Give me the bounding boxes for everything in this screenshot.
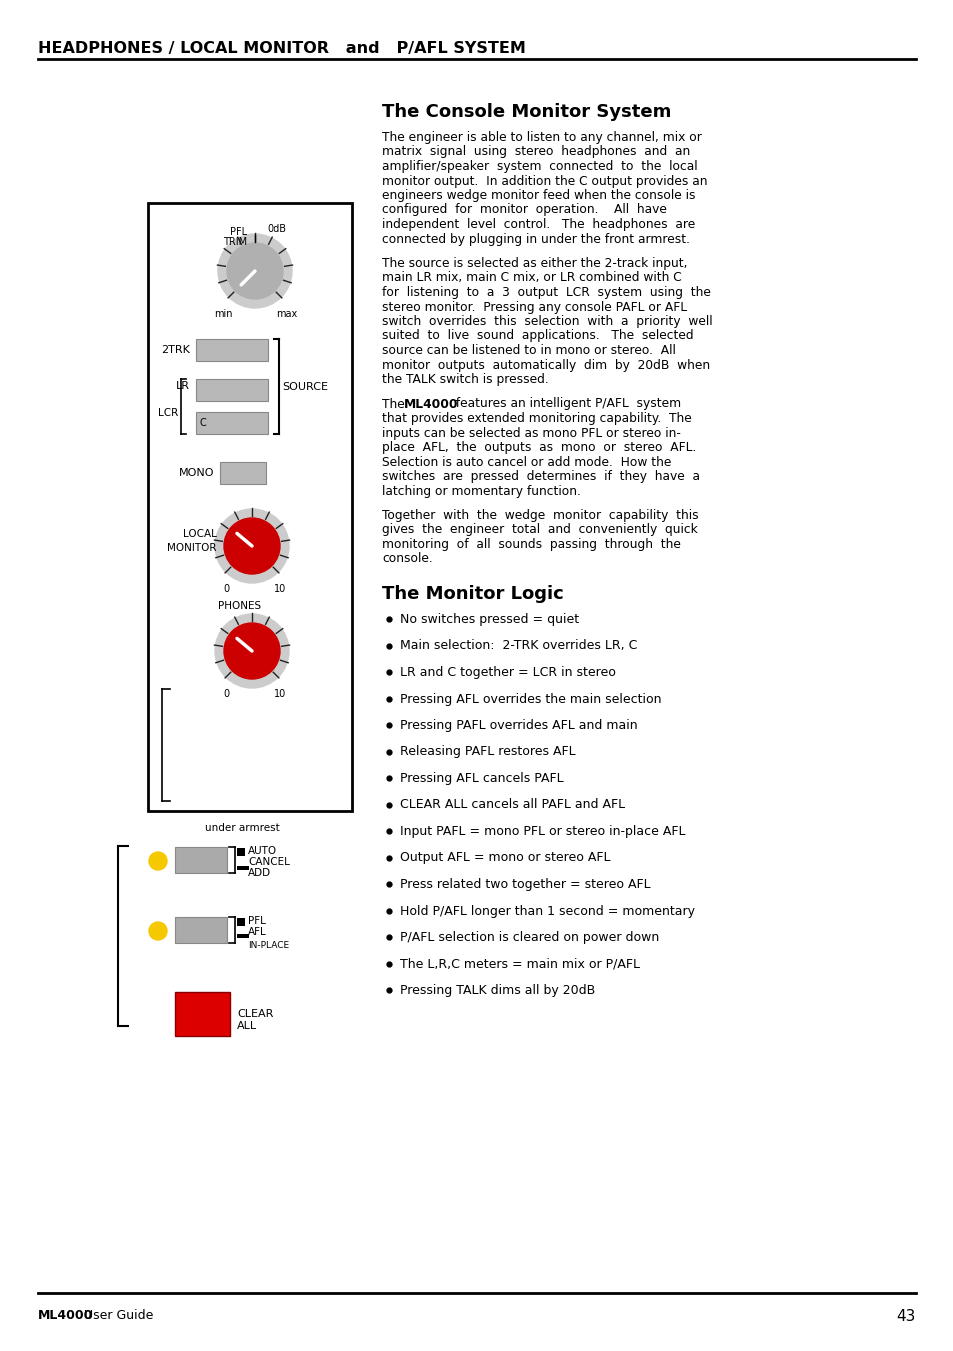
Text: monitoring  of  all  sounds  passing  through  the: monitoring of all sounds passing through…	[381, 538, 680, 551]
Text: console.: console.	[381, 553, 433, 566]
Text: The: The	[381, 397, 412, 411]
Text: Input PAFL = mono PFL or stereo in-place AFL: Input PAFL = mono PFL or stereo in-place…	[399, 825, 685, 838]
Text: latching or momentary function.: latching or momentary function.	[381, 485, 580, 497]
Text: The L,R,C meters = main mix or P/AFL: The L,R,C meters = main mix or P/AFL	[399, 958, 639, 970]
Text: SOURCE: SOURCE	[282, 381, 328, 392]
Bar	[174, 847, 227, 873]
Text: 2TRK: 2TRK	[161, 345, 190, 355]
Text: Pressing TALK dims all by 20dB: Pressing TALK dims all by 20dB	[399, 984, 595, 997]
Bar	[174, 917, 227, 943]
Bar	[236, 934, 249, 938]
Text: 0: 0	[223, 689, 229, 698]
Circle shape	[227, 243, 283, 299]
Text: PHONES: PHONES	[218, 601, 261, 611]
Text: LR and C together = LCR in stereo: LR and C together = LCR in stereo	[399, 666, 616, 680]
Text: stereo monitor.  Pressing any console PAFL or AFL: stereo monitor. Pressing any console PAF…	[381, 300, 686, 313]
Text: LR: LR	[175, 381, 190, 390]
Text: max: max	[276, 309, 297, 319]
Text: CANCEL: CANCEL	[248, 857, 290, 867]
Text: AUTO: AUTO	[248, 846, 276, 857]
Text: CLEAR ALL cancels all PAFL and AFL: CLEAR ALL cancels all PAFL and AFL	[399, 798, 624, 812]
Text: LOCAL: LOCAL	[183, 530, 216, 539]
Text: monitor  outputs  automatically  dim  by  20dB  when: monitor outputs automatically dim by 20d…	[381, 358, 709, 372]
Text: Press related two together = stereo AFL: Press related two together = stereo AFL	[399, 878, 650, 892]
Text: Output AFL = mono or stereo AFL: Output AFL = mono or stereo AFL	[399, 851, 610, 865]
Bar	[236, 848, 245, 857]
Circle shape	[218, 234, 292, 308]
Text: HEADPHONES / LOCAL MONITOR   and   P/AFL SYSTEM: HEADPHONES / LOCAL MONITOR and P/AFL SYS…	[38, 41, 525, 55]
Text: Main selection:  2-TRK overrides LR, C: Main selection: 2-TRK overrides LR, C	[399, 639, 637, 653]
Text: Selection is auto cancel or add mode.  How the: Selection is auto cancel or add mode. Ho…	[381, 455, 671, 469]
Bar	[195, 380, 268, 401]
Text: amplifier/speaker  system  connected  to  the  local: amplifier/speaker system connected to th…	[381, 159, 697, 173]
Text: The engineer is able to listen to any channel, mix or: The engineer is able to listen to any ch…	[381, 131, 701, 145]
Circle shape	[224, 623, 280, 680]
Text: for  listening  to  a  3  output  LCR  system  using  the: for listening to a 3 output LCR system u…	[381, 286, 710, 299]
Bar	[236, 917, 245, 925]
Text: C: C	[200, 417, 207, 428]
Text: switch  overrides  this  selection  with  a  priority  well: switch overrides this selection with a p…	[381, 315, 712, 328]
Circle shape	[224, 517, 280, 574]
Text: User Guide: User Guide	[80, 1309, 153, 1323]
Text: Pressing AFL overrides the main selection: Pressing AFL overrides the main selectio…	[399, 693, 660, 705]
Text: place  AFL,  the  outputs  as  mono  or  stereo  AFL.: place AFL, the outputs as mono or stereo…	[381, 440, 696, 454]
Text: The Console Monitor System: The Console Monitor System	[381, 103, 671, 122]
Text: 10: 10	[274, 689, 286, 698]
Text: Pressing AFL cancels PAFL: Pressing AFL cancels PAFL	[399, 771, 563, 785]
Text: engineers wedge monitor feed when the console is: engineers wedge monitor feed when the co…	[381, 189, 695, 203]
Text: ML4000: ML4000	[403, 397, 458, 411]
Text: PFL: PFL	[230, 227, 247, 236]
Text: connected by plugging in under the front armrest.: connected by plugging in under the front…	[381, 232, 689, 246]
Text: MONITOR: MONITOR	[168, 543, 216, 553]
Text: 10: 10	[274, 584, 286, 594]
Text: AFL: AFL	[248, 927, 267, 938]
Text: main LR mix, main C mix, or LR combined with C: main LR mix, main C mix, or LR combined …	[381, 272, 681, 285]
Circle shape	[214, 509, 289, 584]
Text: ALL: ALL	[236, 1021, 257, 1031]
Text: monitor output.  In addition the C output provides an: monitor output. In addition the C output…	[381, 174, 707, 188]
Bar	[174, 992, 230, 1036]
Circle shape	[214, 613, 289, 688]
Text: under armrest: under armrest	[204, 823, 279, 834]
Text: inputs can be selected as mono PFL or stereo in-: inputs can be selected as mono PFL or st…	[381, 427, 680, 439]
Text: switches  are  pressed  determines  if  they  have  a: switches are pressed determines if they …	[381, 470, 700, 484]
Text: 43: 43	[896, 1309, 915, 1324]
Circle shape	[149, 921, 167, 940]
Bar	[220, 462, 266, 484]
Text: matrix  signal  using  stereo  headphones  and  an: matrix signal using stereo headphones an…	[381, 146, 690, 158]
Text: No switches pressed = quiet: No switches pressed = quiet	[399, 613, 578, 626]
Circle shape	[149, 852, 167, 870]
Text: TRIM: TRIM	[223, 236, 247, 247]
Text: min: min	[213, 309, 232, 319]
Text: that provides extended monitoring capability.  The: that provides extended monitoring capabi…	[381, 412, 691, 426]
Bar	[195, 339, 268, 361]
Text: source can be listened to in mono or stereo.  All: source can be listened to in mono or ste…	[381, 345, 675, 357]
Text: ADD: ADD	[248, 867, 271, 878]
Text: Together  with  the  wedge  monitor  capability  this: Together with the wedge monitor capabili…	[381, 509, 698, 521]
Text: 0dB: 0dB	[267, 224, 286, 234]
Text: gives  the  engineer  total  and  conveniently  quick: gives the engineer total and convenientl…	[381, 523, 697, 536]
Text: independent  level  control.   The  headphones  are: independent level control. The headphone…	[381, 218, 695, 231]
Text: configured  for  monitor  operation.    All  have: configured for monitor operation. All ha…	[381, 204, 666, 216]
Text: PFL: PFL	[248, 916, 266, 925]
Text: P/AFL selection is cleared on power down: P/AFL selection is cleared on power down	[399, 931, 659, 944]
Text: Pressing PAFL overrides AFL and main: Pressing PAFL overrides AFL and main	[399, 719, 637, 732]
Text: 0: 0	[223, 584, 229, 594]
Text: IN-PLACE: IN-PLACE	[248, 942, 289, 950]
Text: ML4000: ML4000	[38, 1309, 93, 1323]
Text: Releasing PAFL restores AFL: Releasing PAFL restores AFL	[399, 746, 575, 758]
Bar	[236, 866, 249, 870]
Text: CLEAR: CLEAR	[236, 1009, 274, 1019]
Bar	[148, 203, 352, 811]
Text: The Monitor Logic: The Monitor Logic	[381, 585, 563, 603]
Bar	[195, 412, 268, 434]
Text: the TALK switch is pressed.: the TALK switch is pressed.	[381, 373, 548, 386]
Text: suited  to  live  sound  applications.   The  selected: suited to live sound applications. The s…	[381, 330, 693, 343]
Text: The source is selected as either the 2-track input,: The source is selected as either the 2-t…	[381, 257, 687, 270]
Text: MONO: MONO	[178, 467, 213, 478]
Text: LCR: LCR	[158, 408, 178, 417]
Text: features an intelligent P/AFL  system: features an intelligent P/AFL system	[448, 397, 680, 411]
Text: Hold P/AFL longer than 1 second = momentary: Hold P/AFL longer than 1 second = moment…	[399, 905, 695, 917]
